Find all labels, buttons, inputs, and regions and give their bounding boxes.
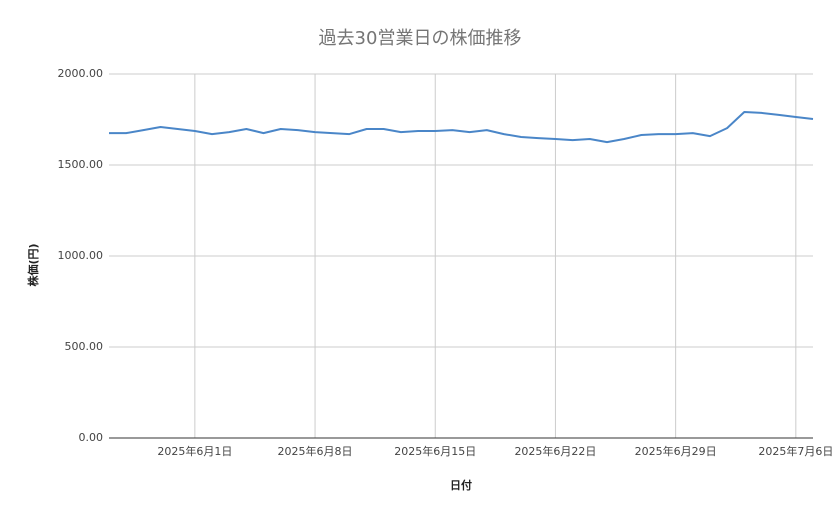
line-series bbox=[109, 111, 814, 144]
y-tick-label: 1000.00 bbox=[58, 249, 104, 262]
y-tick-label: 500.00 bbox=[65, 340, 104, 353]
y-tick-label: 2000.00 bbox=[58, 67, 104, 80]
x-tick-label: 2025年6月29日 bbox=[635, 444, 717, 458]
y-tick-label: 1500.00 bbox=[58, 158, 104, 171]
x-tick-label: 2025年6月1日 bbox=[157, 444, 232, 458]
x-tick-label: 2025年6月22日 bbox=[514, 444, 596, 458]
x-tick-label: 2025年6月15日 bbox=[394, 444, 476, 458]
x-tick-label: 2025年6月8日 bbox=[278, 444, 353, 458]
x-axis-title: 日付 bbox=[450, 478, 472, 492]
chart-title: 過去30営業日の株価推移 bbox=[319, 28, 522, 49]
x-tick-label: 2025年7月6日 bbox=[758, 444, 833, 458]
y-tick-label: 0.00 bbox=[79, 431, 104, 444]
y-axis-title: 株価(円) bbox=[26, 243, 40, 286]
